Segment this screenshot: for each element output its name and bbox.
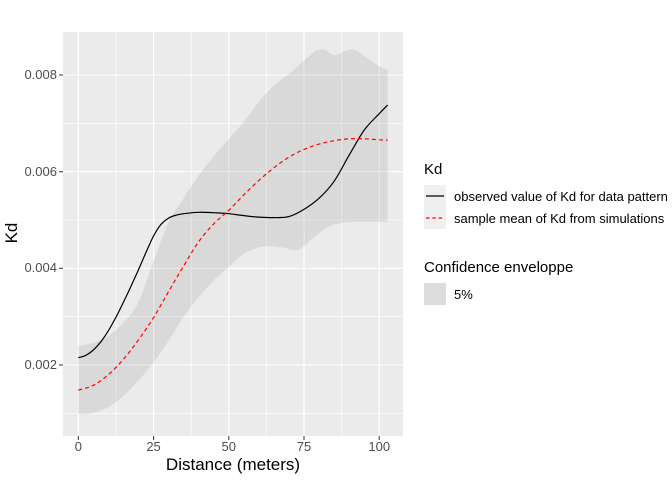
observed-line-key <box>424 185 446 207</box>
legend-item-observed: observed value of Kd for data pattern <box>424 185 670 207</box>
legend-section-envelope: Confidence enveloppe 5% <box>424 259 670 305</box>
x-tick-label: 50 <box>221 439 237 454</box>
grid <box>63 32 403 436</box>
envelope-ribbon <box>78 49 388 415</box>
x-tick-label: 0 <box>74 439 82 454</box>
y-tick-label: 0.004 <box>24 260 57 276</box>
y-axis-title: Kd <box>2 222 21 244</box>
x-tick-label: 25 <box>146 439 161 454</box>
legend-envelope-title: Confidence enveloppe <box>424 259 574 276</box>
legend-item-mean: sample mean of Kd from simulations <box>424 207 670 229</box>
legend-label-5pct: 5% <box>454 286 473 302</box>
y-tick-label: 0.002 <box>24 356 57 372</box>
dashed-line-icon <box>426 217 444 219</box>
x-tick-label: 100 <box>368 439 391 454</box>
y-tick-label: 0.008 <box>24 67 57 82</box>
x-tick-label: 75 <box>296 439 312 454</box>
legend-label-mean: sample mean of Kd from simulations <box>454 210 665 226</box>
legend-label-observed: observed value of Kd for data pattern <box>454 188 668 204</box>
solid-line-icon <box>426 195 444 197</box>
panel-background <box>63 32 403 436</box>
legend: Kd observed value of Kd for data pattern… <box>424 161 670 305</box>
mean-line-key <box>424 207 446 229</box>
x-axis-title: Distance (meters) <box>165 455 301 474</box>
legend-section-kd: Kd observed value of Kd for data pattern… <box>424 161 670 229</box>
axis-tick-marks <box>59 74 380 440</box>
y-tick-label: 0.006 <box>24 163 57 179</box>
observed-kd-line <box>78 104 389 359</box>
legend-item-5pct: 5% <box>424 283 670 305</box>
legend-kd-title: Kd <box>424 161 443 178</box>
envelope-swatch <box>424 283 446 305</box>
